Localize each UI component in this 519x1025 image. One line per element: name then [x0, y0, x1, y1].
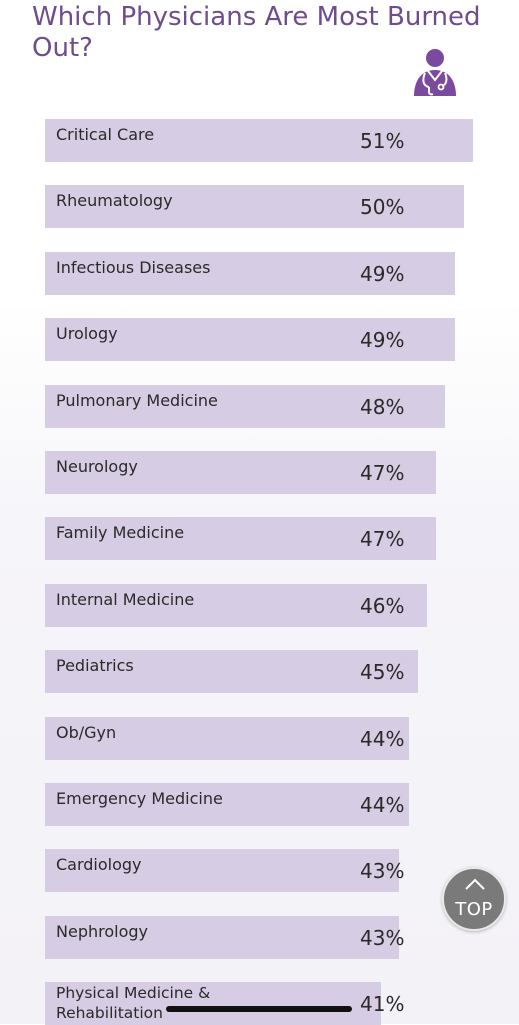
- bar: [45, 252, 455, 295]
- bar-category-label: Urology: [56, 324, 118, 343]
- bar-category-label: Physical Medicine & Rehabilitation: [56, 984, 211, 1022]
- bar-category-label: Infectious Diseases: [56, 258, 211, 277]
- chevron-up-icon: [465, 878, 485, 890]
- doctor-stethoscope-icon: [414, 49, 456, 96]
- bar: [45, 318, 455, 361]
- bar-category-label: Emergency Medicine: [56, 789, 223, 808]
- bar-value-label: 43%: [360, 926, 405, 950]
- bar-value-label: 48%: [360, 395, 405, 419]
- bar-value-label: 49%: [360, 328, 405, 352]
- bar: [45, 584, 427, 627]
- bar-category-label: Cardiology: [56, 855, 142, 874]
- bar-category-label: Ob/Gyn: [56, 723, 117, 742]
- bar: [45, 517, 436, 560]
- bar: [45, 385, 445, 428]
- page-title: Which Physicians Are Most Burned Out?: [32, 2, 481, 63]
- bar: [45, 916, 399, 959]
- bar-value-label: 44%: [360, 727, 405, 751]
- bar: [45, 650, 418, 693]
- bar: [45, 717, 409, 760]
- bar-value-label: 44%: [360, 793, 405, 817]
- bar: [45, 783, 409, 826]
- bar-category-label: Critical Care: [56, 125, 155, 144]
- bar-value-label: 51%: [360, 129, 405, 153]
- bar: [45, 451, 436, 494]
- bar-category-label: Pulmonary Medicine: [56, 391, 218, 410]
- bar-category-label: Internal Medicine: [56, 590, 195, 609]
- bar-category-label: Pediatrics: [56, 656, 134, 675]
- bar: [45, 119, 473, 162]
- bar-category-label: Neurology: [56, 457, 138, 476]
- bar-value-label: 47%: [360, 527, 405, 551]
- bar: [45, 849, 399, 892]
- home-indicator: [166, 1006, 352, 1012]
- top-button-label: TOP: [455, 899, 493, 920]
- scroll-to-top-button[interactable]: TOP: [442, 867, 506, 931]
- bar-value-label: 47%: [360, 461, 405, 485]
- bar-value-label: 43%: [360, 859, 405, 883]
- bar-value-label: 49%: [360, 262, 405, 286]
- bar-value-label: 45%: [360, 660, 405, 684]
- bar: [45, 982, 381, 1025]
- bar: [45, 185, 464, 228]
- bar-category-label: Family Medicine: [56, 523, 185, 542]
- bar-category-label: Rheumatology: [56, 191, 173, 210]
- bar-value-label: 41%: [360, 992, 405, 1016]
- bar-value-label: 50%: [360, 195, 405, 219]
- bar-value-label: 46%: [360, 594, 405, 618]
- bar-category-label: Nephrology: [56, 922, 148, 941]
